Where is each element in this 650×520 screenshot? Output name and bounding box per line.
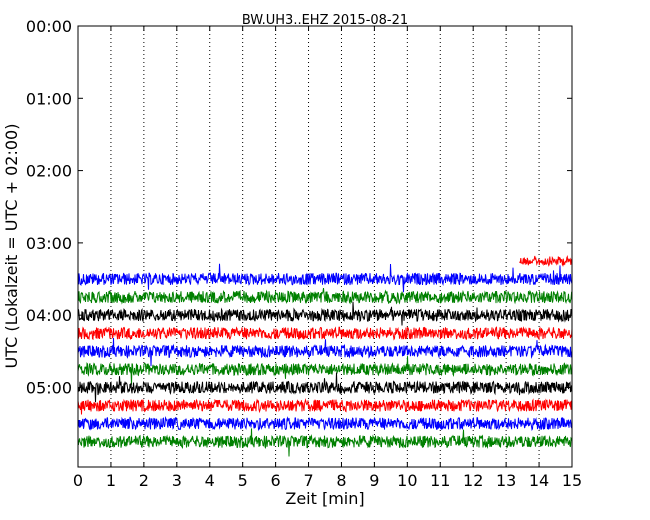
trace-line	[77, 301, 573, 326]
y-tick-label: 00:00	[26, 17, 72, 36]
x-tick-label: 6	[271, 471, 281, 490]
vertical-grid	[110, 26, 540, 467]
x-tick-label: 0	[73, 471, 83, 490]
x-tick-label: 5	[238, 471, 248, 490]
y-tick-label: 02:00	[26, 162, 72, 181]
x-tick-label: 15	[562, 471, 582, 490]
chart-title: BW.UH3..EHZ 2015-08-21	[242, 13, 408, 28]
y-tick-label: 05:00	[26, 378, 72, 397]
x-tick-label: 1	[106, 471, 116, 490]
x-tick-label: 9	[369, 471, 379, 490]
x-tick-label: 8	[336, 471, 346, 490]
x-tick-label: 14	[529, 471, 549, 490]
trace-line	[77, 415, 573, 432]
x-tick-label: 10	[397, 471, 417, 490]
y-tick-label: 01:00	[26, 89, 72, 108]
trace-line	[77, 263, 573, 293]
y-tick-label: 04:00	[26, 306, 72, 325]
trace-line	[519, 254, 573, 268]
trace-line	[77, 288, 573, 305]
trace-line	[77, 326, 573, 341]
x-tick-label: 2	[139, 471, 149, 490]
x-tick-label: 3	[172, 471, 182, 490]
x-tick-label: 4	[205, 471, 215, 490]
trace-line	[77, 356, 573, 385]
x-tick-label: 12	[463, 471, 483, 490]
x-axis: 0 1 2 3 4 5 6 7 8 9 10 11 12 13 14 15	[73, 26, 582, 490]
x-axis-label: Zeit [min]	[285, 489, 364, 508]
plot-frame	[77, 25, 573, 468]
x-tick-label: 11	[430, 471, 450, 490]
trace-line	[77, 398, 573, 415]
x-tick-label: 7	[303, 471, 313, 490]
x-tick-label: 13	[496, 471, 516, 490]
trace-line	[77, 428, 573, 457]
y-axis-label: UTC (Lokalzeit = UTC + 02:00)	[2, 124, 21, 369]
y-axis: 00:00 01:00 02:00 03:00 04:00 05:00	[26, 17, 572, 397]
trace-line	[77, 372, 573, 403]
trace-line	[77, 337, 573, 367]
y-tick-label: 03:00	[26, 234, 72, 253]
trace-group	[77, 254, 573, 457]
